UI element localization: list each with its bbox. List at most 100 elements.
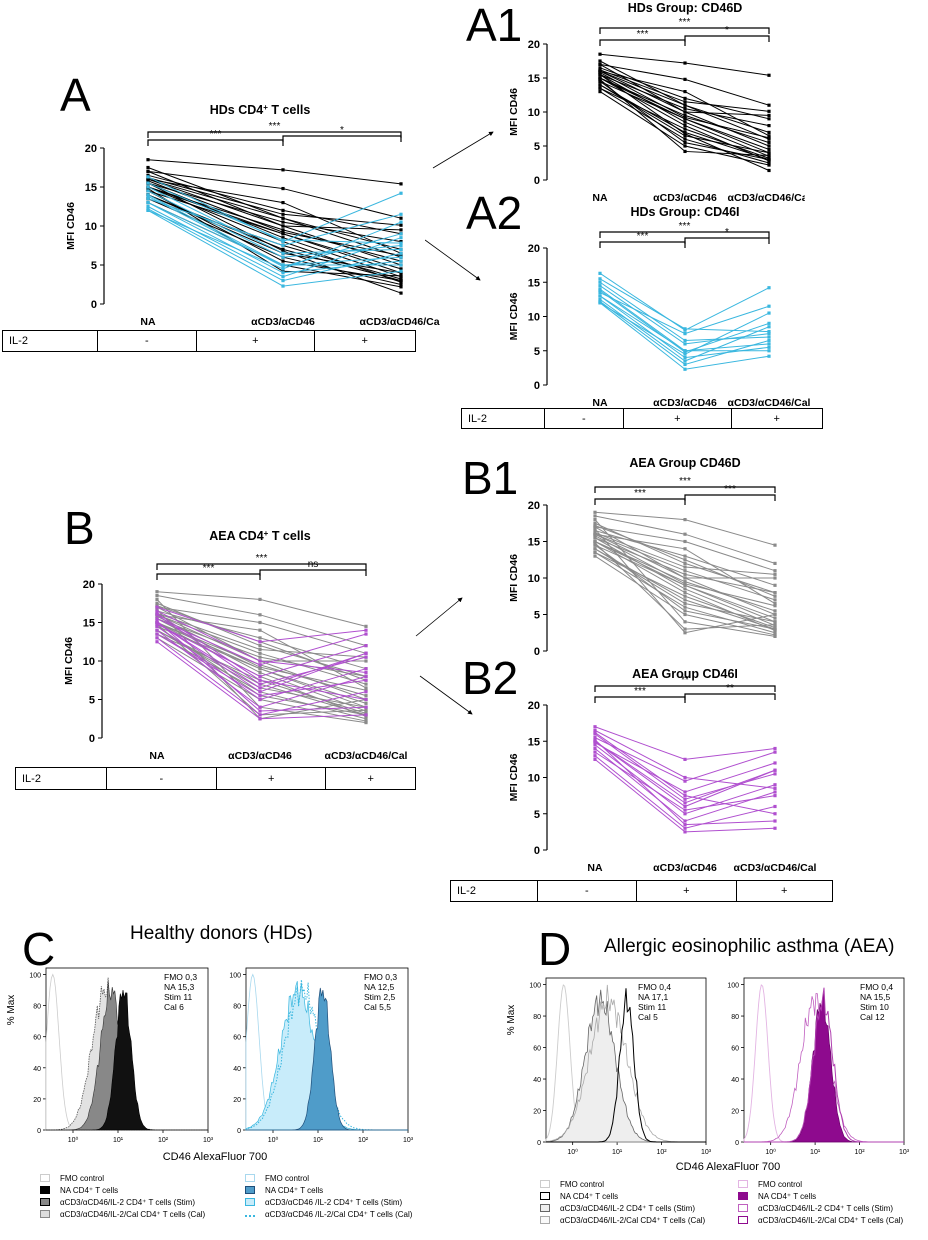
y-tick-label: 15: [528, 73, 540, 85]
x-tick-label: 10⁰: [268, 1136, 279, 1144]
data-point: [683, 580, 687, 584]
data-point: [683, 594, 687, 598]
data-point: [598, 66, 602, 70]
x-tick-label: αCD3/αCD46/Cal: [360, 316, 440, 328]
stat-label: NA 17,1: [638, 992, 669, 1002]
legend-text: NA CD4⁺ T cells: [560, 1191, 619, 1201]
legend-swatch: [245, 1186, 255, 1194]
data-point: [364, 721, 368, 725]
significance-bracket: [599, 241, 686, 248]
data-point: [773, 634, 777, 638]
data-point: [683, 90, 687, 94]
data-point: [767, 141, 771, 145]
chart-a2: HDs Group: CD46I 0 5 10 15 20 MFI CD46 NA αCD3/α…: [508, 205, 811, 408]
x-axis-label: CD46 AlexaFluor 700: [163, 1151, 268, 1163]
data-point: [364, 705, 368, 709]
data-point: [593, 754, 597, 758]
y-axis-label: MFI CD46: [508, 88, 520, 136]
data-point: [683, 804, 687, 809]
data-point: [258, 686, 262, 690]
significance-label: ***: [637, 231, 649, 242]
data-line: [599, 53, 770, 76]
data-point: [155, 593, 159, 598]
data-point: [773, 598, 777, 602]
data-point: [683, 137, 687, 141]
il2-value-stim: +: [636, 881, 735, 901]
significance-label: ***: [634, 686, 646, 697]
data-point: [683, 362, 687, 367]
data-point: [683, 107, 687, 111]
data-point: [258, 651, 262, 655]
data-point: [258, 670, 262, 675]
x-tick-label: 10⁰: [567, 1148, 578, 1156]
il2-value-na: -: [105, 768, 216, 789]
data-point: [258, 690, 262, 694]
data-point: [683, 823, 687, 827]
data-point: [767, 338, 771, 343]
il2-label: IL-2: [22, 772, 41, 785]
data-point: [683, 132, 687, 136]
y-tick-label: 0: [91, 299, 97, 311]
y-axis-label: % Max: [506, 1005, 517, 1036]
data-point: [364, 697, 368, 702]
data-point: [773, 804, 777, 809]
legend-swatch: [540, 1192, 550, 1200]
significance-label: ***: [724, 484, 736, 495]
data-point: [683, 830, 687, 834]
data-point: [773, 612, 777, 617]
y-tick-label: 40: [233, 1066, 241, 1073]
panel-letter-a: A: [60, 69, 91, 121]
data-point: [598, 288, 602, 293]
data-point: [683, 558, 687, 562]
data-point: [767, 144, 771, 148]
x-tick-label: αCD3/αCD46/Cal: [728, 397, 811, 408]
data-point: [683, 327, 687, 331]
data-point: [155, 640, 159, 644]
data-point: [683, 547, 687, 551]
data-point: [767, 73, 771, 77]
significance-label: **: [726, 683, 734, 694]
significance-bracket: [594, 685, 776, 692]
data-point: [399, 212, 403, 216]
chart-title: HDs Group: CD46D: [628, 1, 743, 15]
data-point: [773, 812, 777, 816]
data-point: [155, 628, 159, 632]
data-point: [767, 109, 771, 113]
data-point: [146, 175, 150, 179]
data-point: [598, 86, 602, 90]
data-point: [683, 103, 687, 107]
y-tick-label: 0: [537, 1140, 541, 1147]
y-tick-label: 15: [528, 736, 540, 748]
data-point: [773, 604, 777, 608]
x-tick-label: 10³: [203, 1137, 214, 1144]
il2-value-stim: +: [623, 409, 730, 428]
data-point: [773, 794, 777, 798]
title-suffix: T cells: [268, 529, 310, 543]
legend-text: αCD3/αCD46 /IL-2/Cal CD4⁺ T cells (Cal): [265, 1209, 413, 1219]
data-point: [364, 682, 368, 686]
y-tick-label: 10: [528, 773, 540, 785]
panel-letter-b2: B2: [462, 652, 519, 704]
y-tick-label: 5: [91, 260, 97, 272]
data-point: [593, 728, 597, 732]
data-point: [258, 628, 262, 632]
legend-swatch: [738, 1192, 748, 1200]
data-point: [399, 267, 403, 271]
legend-text: αCD3/αCD46/IL-2/Cal CD4⁺ T cells (Cal): [758, 1215, 904, 1225]
data-point: [281, 284, 285, 288]
data-point: [767, 335, 771, 339]
data-point: [683, 532, 687, 536]
data-point: [258, 682, 262, 686]
data-point: [258, 647, 262, 652]
data-point: [683, 620, 687, 624]
data-point: [399, 291, 403, 295]
x-tick-label: 10¹: [810, 1149, 821, 1156]
x-tick-label: NA: [592, 397, 608, 408]
legend-text: FMO control: [758, 1179, 803, 1189]
data-line: [147, 174, 402, 235]
stat-label: Cal 12: [860, 1012, 885, 1022]
legend-item: NA CD4⁺ T cells: [245, 1184, 412, 1196]
data-point: [767, 354, 771, 358]
significance-bracket: [684, 494, 776, 501]
data-point: [281, 271, 285, 275]
